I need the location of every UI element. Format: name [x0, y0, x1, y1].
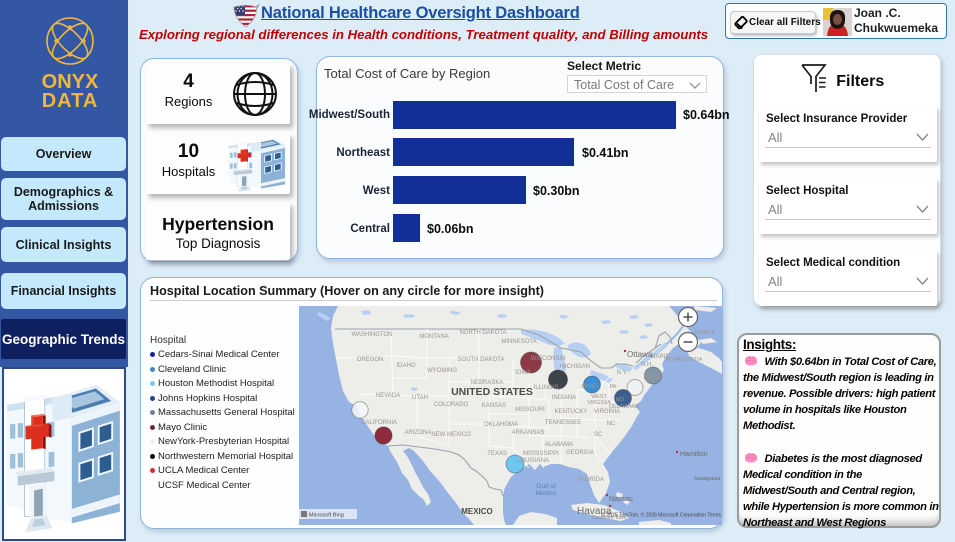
svg-text:Ottawa: Ottawa — [627, 350, 653, 359]
svg-text:NEW MEXICO: NEW MEXICO — [431, 432, 471, 438]
svg-text:Mexico: Mexico — [536, 490, 557, 497]
svg-text:KENTUCKY: KENTUCKY — [555, 409, 588, 415]
svg-text:WISCONSIN: WISCONSIN — [531, 356, 566, 362]
svg-text:ONYX: ONYX — [42, 71, 99, 93]
svg-text:ALABAMA: ALABAMA — [545, 442, 573, 448]
svg-text:ILLINOIS: ILLINOIS — [534, 385, 559, 391]
svg-text:Havana: Havana — [577, 506, 612, 517]
svg-text:IOWA: IOWA — [515, 370, 531, 376]
svg-text:INDIANA: INDIANA — [552, 395, 576, 401]
svg-text:GEORGIA: GEORGIA — [566, 450, 594, 456]
svg-text:LOUISIANA: LOUISIANA — [517, 458, 549, 464]
svg-text:OREGON: OREGON — [357, 357, 384, 363]
svg-text:IDAHO: IDAHO — [396, 363, 415, 369]
svg-text:DELAWARE: DELAWARE — [609, 404, 639, 410]
svg-text:MASS: MASS — [643, 375, 660, 381]
svg-text:VIRGINIA: VIRGINIA — [594, 409, 620, 415]
svg-text:Microsoft Bing: Microsoft Bing — [309, 513, 344, 519]
svg-text:Saragossa: Saragossa — [694, 476, 721, 482]
svg-text:MD: MD — [616, 397, 624, 403]
svg-text:TENNESSEE: TENNESSEE — [545, 420, 581, 426]
svg-text:UNITED STATES: UNITED STATES — [451, 386, 533, 398]
svg-text:Nassau: Nassau — [609, 496, 633, 503]
svg-text:NORTH DAKOTA: NORTH DAKOTA — [459, 330, 506, 336]
svg-text:WASHINGTON: WASHINGTON — [351, 332, 392, 338]
svg-text:Cockburn Town: Cockburn Town — [592, 515, 627, 521]
svg-text:VIRGINIA: VIRGINIA — [587, 400, 611, 406]
svg-text:FLORIDA: FLORIDA — [578, 477, 604, 483]
svg-text:Hamilton: Hamilton — [680, 451, 708, 458]
svg-text:MONTANA: MONTANA — [419, 334, 449, 340]
svg-text:ARIZONA: ARIZONA — [405, 430, 432, 436]
svg-text:KANSAS: KANSAS — [482, 403, 506, 409]
svg-text:MICHIGAN: MICHIGAN — [560, 364, 590, 370]
svg-text:NEVADA: NEVADA — [376, 393, 400, 399]
svg-text:TEXAS: TEXAS — [487, 451, 507, 457]
svg-text:MINNESOTA: MINNESOTA — [501, 339, 536, 345]
svg-text:N.Y.: N.Y. — [617, 370, 628, 376]
svg-text:MISSISSIPPI: MISSISSIPPI — [523, 451, 559, 457]
svg-text:NOVA SCOTIA: NOVA SCOTIA — [666, 357, 703, 363]
svg-text:MAINE: MAINE — [650, 354, 669, 360]
svg-text:N.H.: N.H. — [641, 362, 653, 368]
svg-text:COLORADO: COLORADO — [434, 402, 469, 408]
svg-text:NC: NC — [607, 421, 616, 427]
svg-text:ARKANSAS: ARKANSAS — [512, 430, 545, 436]
svg-text:SC: SC — [594, 432, 603, 438]
svg-text:MEXICO: MEXICO — [461, 507, 493, 516]
svg-text:SOUTH DAKOTA: SOUTH DAKOTA — [458, 357, 505, 363]
svg-text:WEST: WEST — [591, 394, 607, 400]
svg-text:DATA: DATA — [42, 90, 99, 112]
svg-text:PRINCE: PRINCE — [695, 330, 716, 336]
svg-text:MISSOURI: MISSOURI — [515, 407, 545, 413]
svg-text:© 2025 TomTom, © 2026 Microsof: © 2025 TomTom, © 2026 Microsoft Corporat… — [602, 512, 722, 519]
svg-text:NEBRASKA: NEBRASKA — [471, 380, 504, 386]
svg-text:OKLAHOMA: OKLAHOMA — [484, 422, 518, 428]
svg-text:WYOMING: WYOMING — [427, 368, 457, 374]
svg-text:PA: PA — [610, 384, 617, 390]
svg-text:UTAH: UTAH — [412, 395, 428, 401]
svg-text:OHIO: OHIO — [581, 384, 597, 390]
svg-text:CALIFORNIA: CALIFORNIA — [361, 420, 397, 426]
svg-text:Gulf of: Gulf of — [536, 483, 555, 490]
